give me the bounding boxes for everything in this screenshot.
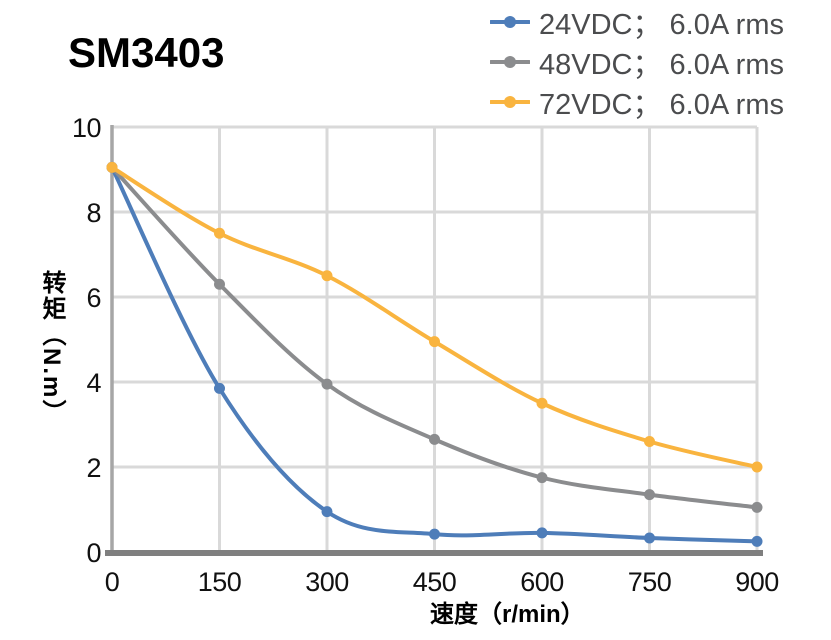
legend-dot [504, 96, 516, 108]
chart-legend: 24VDC； 6.0A rms 48VDC； 6.0A rms 72VDC； 6.0… [490, 2, 784, 122]
legend-label: 48VDC； 6.0A rms [539, 49, 784, 81]
legend-marker-swatch [490, 16, 530, 28]
x-tick-label: 300 [305, 567, 349, 597]
series-marker-24vdc [751, 535, 763, 547]
series-marker-24vdc [214, 382, 225, 394]
x-tick-label: 0 [105, 567, 120, 597]
x-tick-label: 600 [520, 567, 564, 597]
y-tick-label: 0 [86, 538, 101, 568]
series-marker-48vdc [751, 501, 763, 513]
series-marker-72vdc [751, 461, 763, 473]
y-tick-label: 8 [86, 198, 101, 228]
series-marker-48vdc [321, 378, 333, 390]
y-tick-label: 6 [86, 283, 101, 313]
series-marker-24vdc [429, 528, 440, 540]
legend-item: 48VDC； 6.0A rms [490, 42, 784, 82]
series-marker-72vdc [644, 436, 655, 447]
legend-marker-swatch [490, 96, 530, 108]
series-marker-48vdc [214, 278, 225, 290]
tick-labels: 0 150 300 450 600 750 900 0 2 4 6 8 10 [72, 113, 779, 597]
gridlines [112, 125, 759, 552]
legend-marker-swatch [490, 56, 530, 68]
series-marker-24vdc [536, 527, 548, 539]
y-axis-title: 转矩（N.m） [38, 270, 65, 426]
x-tick-label: 900 [735, 567, 779, 597]
series-marker-48vdc [644, 489, 655, 501]
legend-label: 24VDC； 6.0A rms [539, 9, 784, 41]
legend-label: 72VDC； 6.0A rms [539, 89, 784, 121]
series-marker-48vdc [429, 433, 440, 445]
legend-item: 72VDC； 6.0A rms [490, 82, 784, 122]
series-72vdc [106, 161, 763, 473]
series-48vdc [106, 161, 763, 513]
y-tick-label: 10 [72, 113, 101, 143]
legend-item: 24VDC； 6.0A rms [490, 2, 784, 42]
page-title: SM3403 [68, 29, 225, 76]
series-marker-72vdc [429, 336, 440, 348]
x-tick-label: 450 [413, 567, 457, 597]
series-marker-72vdc [214, 227, 225, 239]
x-tick-label: 750 [628, 567, 672, 597]
series-marker-72vdc [536, 397, 548, 409]
y-tick-label: 4 [86, 368, 101, 398]
legend-dot [504, 56, 516, 68]
y-tick-label: 2 [86, 453, 101, 483]
series-marker-24vdc [321, 506, 333, 518]
series-marker-48vdc [536, 472, 548, 484]
x-tick-label: 150 [198, 567, 242, 597]
legend-dot [504, 16, 516, 28]
series-marker-72vdc [321, 270, 333, 282]
x-axis-title: 速度（r/min） [430, 601, 585, 628]
series-marker-72vdc [106, 161, 118, 173]
series-marker-24vdc [644, 532, 655, 544]
